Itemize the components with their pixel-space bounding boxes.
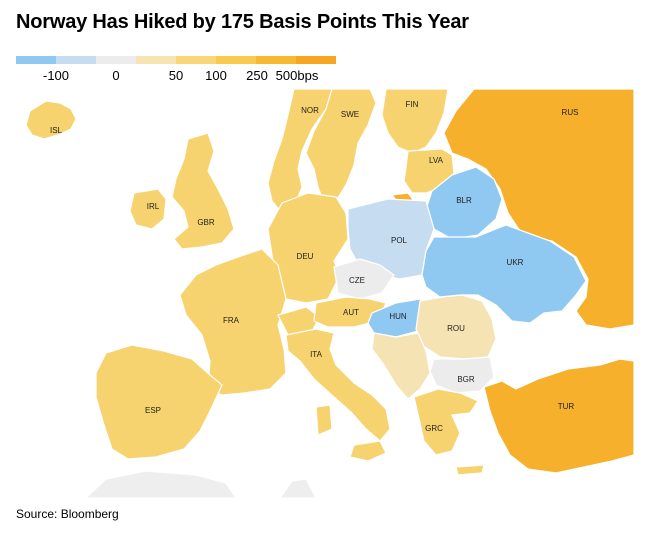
country-label: RUS [562,108,579,117]
legend-tick-label: 50 [168,68,184,83]
country-shape [483,358,634,474]
country-label: ROU [447,324,465,333]
country-label: FIN [406,100,419,109]
country-shape [85,470,237,498]
country-shape [425,166,503,240]
country-label: FRA [223,316,240,325]
legend-swatch [296,56,336,64]
country-blr[interactable]: BLR [425,166,503,240]
source-note: Source: Bloomberg [16,507,119,521]
country-label: IRL [147,202,160,211]
legend-color-bar [16,56,336,64]
country-cze[interactable]: CZE [333,258,395,300]
country-irl[interactable]: IRL [129,188,167,230]
legend-tick-label: 500bps [275,68,319,83]
country-label: ITA [310,350,323,359]
country-label: NOR [301,106,319,115]
country-label: SWE [341,110,359,119]
country-shape [421,224,587,324]
country-shape [429,356,495,394]
map-svg: ISL NOR SWE FIN RUS LVA [25,89,634,498]
legend-tick-label: 100 [205,68,227,83]
country-rus[interactable]: RUS [443,89,634,330]
country-label: BLR [456,196,472,205]
country-shape [413,388,485,476]
country-label: UKR [507,258,524,267]
chart-title: Norway Has Hiked by 175 Basis Points Thi… [16,11,469,33]
country-fin[interactable]: FIN [381,89,449,154]
legend-swatch [176,56,216,64]
country-pol[interactable]: POL [347,198,435,280]
country-label: DEU [297,252,314,261]
country-shape [333,258,395,300]
country-label: ESP [145,406,161,415]
europe-map: ISL NOR SWE FIN RUS LVA [16,89,634,498]
country-bgr[interactable]: BGR [429,356,495,394]
legend-swatch [136,56,176,64]
country-shape [171,132,235,250]
country-label: CZE [349,276,365,285]
country-esp[interactable]: ESP [95,344,223,460]
country-shape [277,306,321,336]
country-north-africa [85,470,317,498]
country-label: ISL [50,126,63,135]
country-balkans [371,332,431,400]
country-label: POL [391,236,408,245]
country-isl[interactable]: ISL [25,100,77,140]
legend-swatch [96,56,136,64]
country-shape [179,248,287,396]
country-switzerland [277,306,321,336]
country-shape [347,198,435,280]
country-shape [129,188,167,230]
country-label: GRC [425,424,443,433]
legend-tick-label: 250 [246,68,268,83]
country-shape [371,332,431,400]
country-label: GBR [197,218,215,227]
country-shape [381,89,449,154]
legend-swatch [256,56,296,64]
country-ita[interactable]: ITA [285,328,391,462]
country-rou[interactable]: ROU [415,294,497,360]
country-shape [95,344,223,460]
country-label: BGR [457,375,475,384]
legend-swatch [16,56,56,64]
country-tur[interactable]: TUR [483,358,634,474]
country-label: LVA [429,156,444,165]
country-label: HUN [389,312,407,321]
country-shape [285,328,391,462]
country-ukr[interactable]: UKR [421,224,587,324]
legend-swatch [56,56,96,64]
legend-tick-label: 0 [112,68,120,83]
legend-tick-label: -100 [42,68,70,83]
country-label: AUT [343,308,359,317]
country-shape [25,100,77,140]
color-legend: -100 0 50 100 250 500bps [16,56,336,86]
country-fra[interactable]: FRA [179,248,287,396]
country-shape [279,478,317,498]
legend-swatch [216,56,256,64]
country-grc[interactable]: GRC [413,388,485,476]
country-label: TUR [558,402,575,411]
country-shape [443,89,634,330]
country-gbr[interactable]: GBR [171,132,235,250]
